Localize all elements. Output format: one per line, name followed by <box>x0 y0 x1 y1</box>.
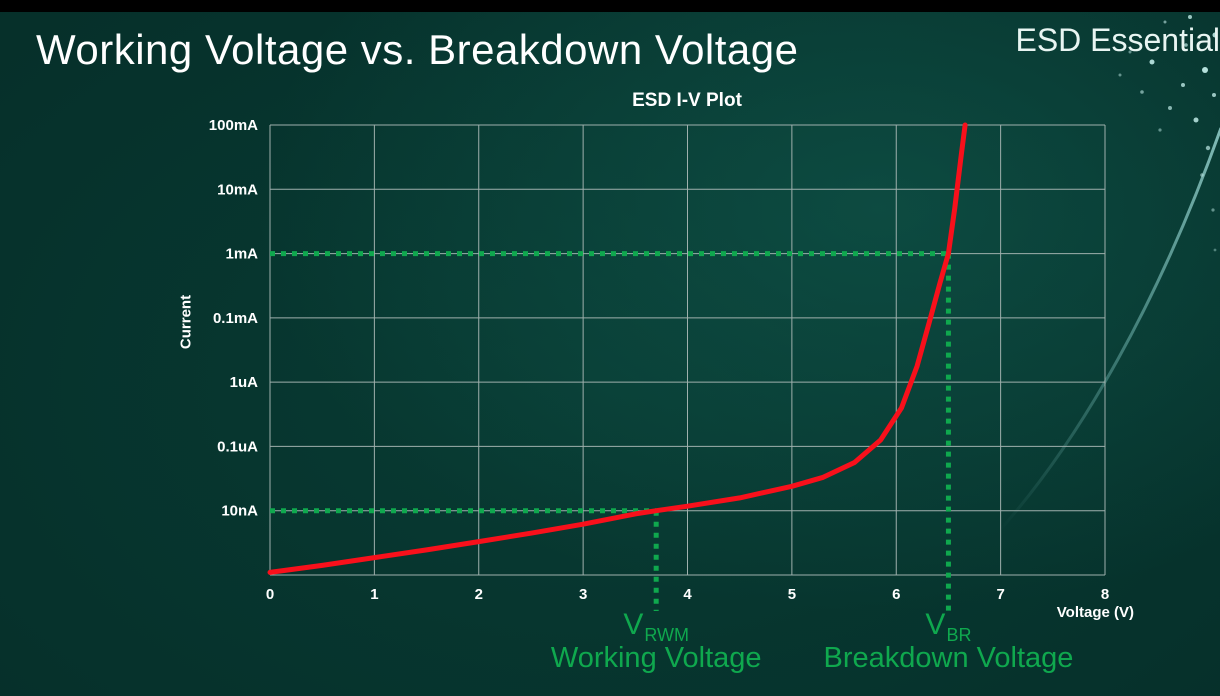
x-tick-label: 2 <box>475 586 483 603</box>
y-axis-label: Current <box>177 294 195 350</box>
decor-particle-dot <box>1202 67 1208 73</box>
decor-particle-dot <box>1168 106 1172 110</box>
x-tick-label: 7 <box>996 586 1004 603</box>
x-axis-label: Voltage (V) <box>1056 604 1134 621</box>
x-tick-label: 3 <box>579 586 587 603</box>
vrwm-symbol-main: V <box>623 608 644 641</box>
vbr-symbol: VBR <box>925 608 972 645</box>
x-tick-label: 1 <box>370 586 378 603</box>
y-tick-label: 0.1mA <box>213 310 258 327</box>
y-tick-label: 10mA <box>217 181 258 198</box>
decor-particle-dot <box>1193 117 1199 123</box>
decor-particle-dot <box>1205 145 1211 151</box>
decor-particle-dot <box>1128 50 1132 54</box>
decor-particle-dot <box>1213 248 1217 252</box>
breakdown-voltage-caption: Breakdown Voltage <box>823 642 1074 674</box>
decor-particle-dot <box>1188 15 1192 19</box>
decor-particle-dot <box>1149 59 1155 65</box>
x-axis-ticks: 0 1 2 3 4 5 6 7 8 <box>266 586 1109 603</box>
x-tick-label: 8 <box>1101 586 1109 603</box>
decor-particle-dot <box>1158 128 1162 132</box>
decor-particle-dot <box>1200 173 1204 177</box>
decor-swoosh-curve <box>998 127 1220 531</box>
decor-particle-dot <box>1184 43 1188 47</box>
decor-particle-dot <box>1118 73 1122 77</box>
decor-particle-dot <box>1140 90 1144 94</box>
y-tick-label: 0.1uA <box>217 438 258 455</box>
decor-particles <box>1118 15 1218 252</box>
decor-particle-dot <box>1212 32 1218 38</box>
decor-particle-dot <box>1163 20 1167 24</box>
vbr-symbol-main: V <box>925 608 946 641</box>
iv-curve <box>267 122 968 575</box>
decor-particle-dot <box>1211 208 1215 212</box>
working-voltage-caption: Working Voltage <box>550 642 762 674</box>
vrwm-symbol: VRWM <box>623 608 690 645</box>
x-tick-label: 4 <box>683 586 692 603</box>
y-tick-label: 10nA <box>221 503 258 520</box>
x-tick-label: 6 <box>892 586 900 603</box>
x-tick-label: 5 <box>788 586 796 603</box>
chart-title: ESD I-V Plot <box>632 90 742 111</box>
vrwm-guide-lines <box>270 508 659 611</box>
vbr-symbol-subscript: BR <box>946 625 972 645</box>
vbr-guide-lines <box>270 251 951 611</box>
vrwm-symbol-subscript: RWM <box>644 625 690 645</box>
decor-particle-dot <box>1212 93 1216 97</box>
y-tick-label: 1mA <box>225 246 258 263</box>
y-tick-label: 100mA <box>209 117 258 134</box>
decor-particle-dot <box>1181 83 1185 87</box>
page-title: Working Voltage vs. Breakdown Voltage <box>36 26 799 73</box>
top-black-bar <box>0 0 1220 12</box>
brand-logo-text: ESD Essential <box>1015 22 1220 58</box>
x-tick-label: 0 <box>266 586 274 603</box>
y-axis-ticks: 100mA 10mA 1mA 0.1mA 1uA 0.1uA 10nA <box>209 117 258 520</box>
y-tick-label: 1uA <box>230 374 259 391</box>
